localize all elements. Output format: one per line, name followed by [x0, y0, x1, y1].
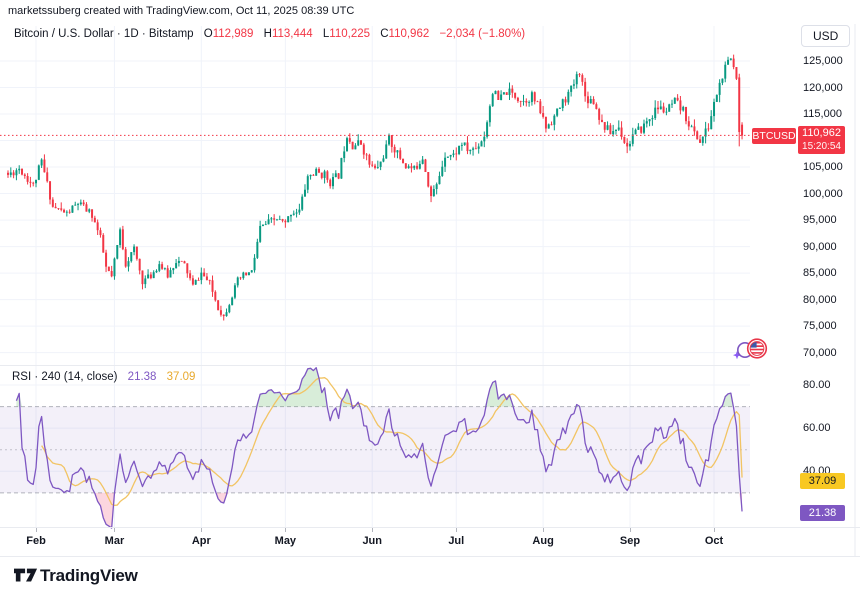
time-tick: [372, 528, 374, 532]
rsi-title[interactable]: RSI · 240 (14, close): [12, 371, 118, 383]
tradingview-logo[interactable]: [14, 567, 38, 589]
time-tick: [629, 528, 631, 532]
tradingview-logo-icon: [14, 568, 38, 582]
brand-name: TradingView: [40, 566, 138, 585]
price-tick-label: 90,000: [803, 240, 837, 253]
month-label: Apr: [191, 535, 211, 547]
rsi-legend[interactable]: RSI · 240 (14, close) 21.38 37.09: [12, 371, 195, 383]
symbol-legend[interactable]: Bitcoin / U.S. Dollar · 1D · Bitstamp O1…: [14, 28, 525, 40]
close-value: 110,962: [388, 28, 430, 40]
bar-countdown: 15:20:54: [802, 141, 841, 152]
time-tick: [543, 528, 545, 532]
price-tick-label: 100,000: [803, 187, 843, 200]
time-tick: [114, 528, 116, 532]
price-tick-label: 70,000: [803, 346, 837, 359]
time-tick: [456, 528, 458, 532]
rsi-value-tag: 21.38: [800, 505, 845, 521]
time-tick: [285, 528, 287, 532]
event-flag-icon[interactable]: [731, 336, 771, 362]
month-label: Jul: [448, 535, 465, 547]
price-tick-label: 85,000: [803, 267, 837, 280]
open-value: 112,989: [212, 28, 254, 40]
month-label: Aug: [532, 535, 554, 547]
rsi-ma-tag: 37.09: [800, 473, 845, 489]
month-label: Oct: [704, 535, 724, 547]
last-price-tag: 110,962 15:20:54: [798, 126, 845, 154]
price-tick-label: 125,000: [803, 55, 843, 67]
currency-button[interactable]: USD: [801, 25, 851, 47]
rsi-tick-label: 60.00: [803, 422, 831, 435]
time-tick: [36, 528, 38, 532]
rsi-ma-value: 37.09: [166, 371, 196, 383]
time-tick: [201, 528, 203, 532]
price-tick-label: 105,000: [803, 161, 843, 174]
month-label: Mar: [104, 535, 125, 547]
month-label: Jun: [362, 535, 382, 547]
low-label: L: [322, 28, 330, 40]
month-label: Sep: [619, 535, 641, 547]
close-label: C: [380, 28, 389, 40]
price-tick-label: 120,000: [803, 81, 843, 94]
symbol-title[interactable]: Bitcoin / U.S. Dollar · 1D · Bitstamp: [14, 28, 194, 40]
price-tick-label: 75,000: [803, 320, 837, 333]
month-label: Feb: [26, 535, 46, 547]
rsi-value: 21.38: [127, 371, 157, 383]
last-price-value: 110,962: [802, 127, 841, 139]
price-tick-label: 80,000: [803, 293, 837, 306]
change-value: −2,034 (−1.80%): [439, 28, 526, 40]
time-axis[interactable]: Feb Mar Apr May Jun Jul Aug Sep Oct: [0, 527, 860, 556]
low-value: 110,225: [329, 28, 371, 40]
footer: TradingView: [0, 556, 860, 594]
high-value: 113,444: [271, 28, 313, 40]
high-label: H: [263, 28, 272, 40]
price-tick-label: 95,000: [803, 214, 837, 227]
open-label: O: [203, 28, 213, 40]
price-tick-label: 115,000: [803, 108, 842, 121]
attribution-text: marketssuberg created with TradingView.c…: [8, 5, 355, 17]
symbol-price-flag: BTCUSD: [752, 128, 796, 144]
time-tick: [714, 528, 716, 532]
month-label: May: [274, 535, 297, 547]
rsi-tick-label: 80.00: [803, 379, 831, 391]
